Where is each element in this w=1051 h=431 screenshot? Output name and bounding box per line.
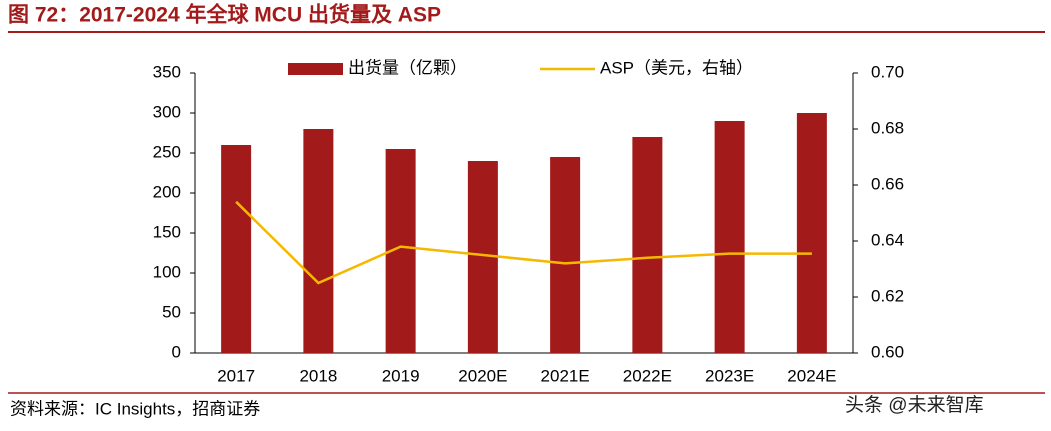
y2-tick-label: 0.68 — [871, 118, 904, 137]
source: 资料来源：IC Insights，招商证券 — [10, 399, 260, 418]
x-tick-label: 2023E — [705, 366, 754, 385]
y2-tick-label: 0.70 — [871, 62, 904, 81]
y-tick-label: 300 — [153, 102, 181, 121]
y-tick-label: 350 — [153, 62, 181, 81]
x-tick-label: 2021E — [541, 366, 590, 385]
bar — [303, 129, 334, 353]
x-tick-label: 2018 — [299, 366, 337, 385]
y-tick-label: 50 — [162, 302, 181, 321]
watermark: 头条 @未来智库 — [845, 394, 984, 416]
y-tick-label: 100 — [153, 262, 181, 281]
y2-tick-label: 0.66 — [871, 174, 904, 193]
x-tick-label: 2020E — [458, 366, 507, 385]
y-tick-label: 250 — [153, 142, 181, 161]
bar — [221, 145, 252, 353]
y2-tick-label: 0.60 — [871, 342, 904, 361]
bar — [550, 157, 581, 353]
chart-title: 图 72：2017-2024 年全球 MCU 出货量及 ASP — [8, 3, 441, 27]
x-tick-label: 2022E — [623, 366, 672, 385]
legend-label: 出货量（亿颗） — [348, 58, 467, 77]
x-tick-label: 2017 — [217, 366, 255, 385]
y2-tick-label: 0.64 — [871, 230, 904, 249]
y2-tick-label: 0.62 — [871, 286, 904, 305]
x-tick-label: 2019 — [382, 366, 420, 385]
y-tick-label: 150 — [153, 222, 181, 241]
legend-label: ASP（美元，右轴） — [600, 58, 753, 77]
bar — [714, 121, 745, 353]
x-tick-label: 2024E — [787, 366, 836, 385]
legend-swatch — [288, 63, 343, 75]
y-tick-label: 0 — [172, 342, 181, 361]
line — [235, 200, 812, 285]
y-tick-label: 200 — [153, 182, 181, 201]
bar — [632, 137, 663, 353]
bar — [796, 113, 827, 353]
